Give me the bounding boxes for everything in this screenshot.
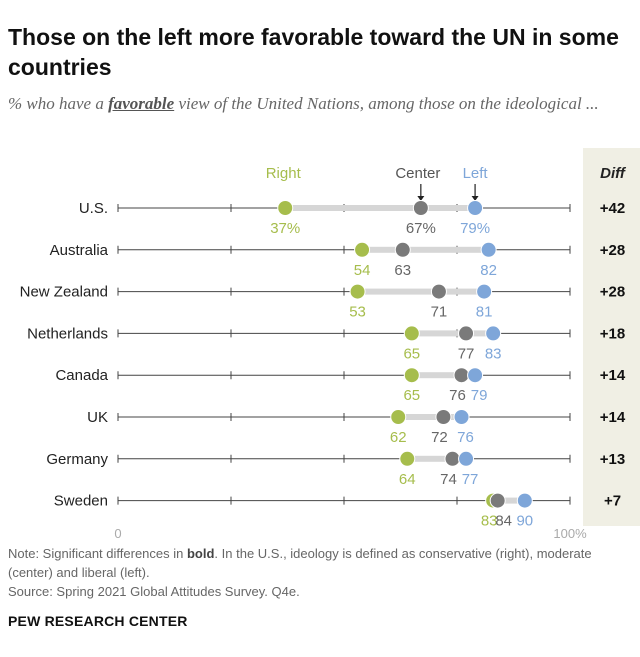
- dot-right: [399, 450, 416, 467]
- dot-plot: Diff Right Center Left U.S. 37% 67% 79% +42 Austr…: [20, 148, 640, 541]
- dot-center: [435, 409, 452, 425]
- value-label-left: 81: [476, 304, 493, 321]
- series-label-center: Center: [395, 165, 440, 182]
- diff-value: +7: [604, 493, 621, 510]
- series-label-left: Left: [463, 165, 489, 182]
- dot-left: [480, 241, 497, 258]
- range-bar: [407, 455, 467, 462]
- dot-center: [430, 283, 447, 300]
- value-label-left: 83: [485, 345, 502, 362]
- diff-value: +13: [600, 451, 625, 468]
- dot-right: [403, 325, 420, 342]
- diff-value: +14: [600, 367, 626, 384]
- dot-left: [467, 200, 484, 216]
- chart-area: Diff Right Center Left U.S. 37% 67% 79% +42 Austr…: [0, 148, 640, 548]
- dot-right: [354, 241, 371, 258]
- subtitle-prefix: % who have a: [8, 94, 109, 113]
- country-label: Germany: [46, 451, 108, 468]
- value-label-left: 90: [516, 513, 533, 530]
- range-bar: [411, 372, 476, 379]
- country-label: Sweden: [54, 493, 108, 510]
- value-label-center: 63: [394, 262, 411, 279]
- chart-source: Source: Spring 2021 Global Attitudes Sur…: [8, 584, 300, 599]
- subtitle-suffix: view of the United Nations, among those …: [174, 94, 599, 113]
- series-label-right: Right: [266, 165, 302, 182]
- dot-left: [516, 492, 533, 509]
- diff-value: +28: [600, 242, 625, 259]
- range-bar: [357, 288, 485, 295]
- country-label: Netherlands: [27, 325, 108, 342]
- value-label-left: 77: [462, 471, 479, 488]
- dot-center: [453, 367, 470, 384]
- note-suffix: . In the U.S., ideology is defined as co…: [8, 546, 592, 580]
- diff-value: +14: [600, 409, 626, 426]
- diff-column-background: [583, 148, 640, 526]
- diff-value: +28: [600, 284, 625, 301]
- country-label: U.S.: [79, 200, 108, 217]
- dot-right: [390, 409, 407, 425]
- dot-right: [403, 367, 420, 384]
- value-label-left: 76: [457, 429, 474, 446]
- dot-left: [458, 450, 475, 467]
- value-label-right: 65: [403, 345, 420, 362]
- dot-center: [394, 241, 411, 258]
- range-bar: [398, 414, 462, 420]
- value-label-left: 79%: [460, 220, 490, 237]
- value-label-center: 76: [449, 387, 466, 404]
- series-pointer-arrow-left: [471, 196, 479, 201]
- value-label-right: 65: [403, 387, 420, 404]
- dot-center: [412, 200, 429, 216]
- dot-right: [277, 200, 294, 216]
- dot-right: [349, 283, 366, 300]
- chart-note: Note: Significant differences in bold. I…: [8, 544, 633, 582]
- x-tick-label-100: 100%: [553, 526, 587, 541]
- dot-left: [467, 367, 484, 384]
- dot-center: [458, 325, 475, 342]
- range-bar: [493, 497, 525, 504]
- value-label-right: 83: [481, 513, 498, 530]
- chart-title: Those on the left more favorable toward …: [8, 24, 619, 80]
- value-label-center: 77: [458, 345, 475, 362]
- value-label-right: 37%: [270, 220, 300, 237]
- dot-left: [453, 409, 470, 425]
- note-prefix: Note: Significant differences in: [8, 546, 187, 561]
- value-label-right: 53: [349, 304, 366, 321]
- country-label: Canada: [55, 367, 108, 384]
- range-bar: [411, 330, 494, 337]
- value-label-right: 54: [354, 262, 371, 279]
- note-bold: bold: [186, 546, 215, 561]
- value-label-center: 67%: [406, 220, 436, 237]
- value-label-center: 72: [431, 429, 448, 446]
- brand-logo-text: PEW RESEARCH CENTER: [8, 613, 188, 629]
- value-label-left: 82: [480, 262, 497, 279]
- chart-subtitle: % who have a favorable view of the Unite…: [8, 92, 628, 116]
- country-label: New Zealand: [20, 284, 108, 301]
- dot-center: [489, 492, 506, 509]
- x-tick-label-0: 0: [114, 526, 121, 541]
- dot-left: [485, 325, 502, 342]
- country-label: UK: [87, 409, 108, 426]
- dot-center: [444, 450, 461, 467]
- value-label-center: 71: [431, 304, 448, 321]
- series-pointer-arrow-center: [417, 196, 425, 201]
- dot-left: [476, 283, 493, 300]
- value-label-left: 79: [471, 387, 488, 404]
- value-label-right: 64: [399, 471, 416, 488]
- value-label-right: 62: [390, 429, 407, 446]
- range-bar: [285, 205, 476, 211]
- diff-value: +18: [600, 325, 625, 342]
- country-label: Australia: [50, 242, 109, 259]
- value-label-center: 74: [440, 471, 457, 488]
- diff-value: +42: [600, 200, 625, 217]
- subtitle-emphasis: favorable: [108, 94, 175, 113]
- diff-column-header: Diff: [600, 165, 627, 182]
- range-bar: [362, 246, 489, 253]
- value-label-center: 84: [495, 513, 512, 530]
